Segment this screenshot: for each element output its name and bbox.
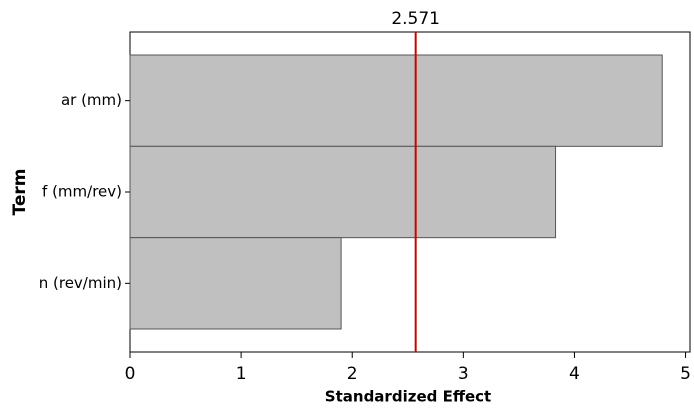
- bar: [129, 237, 342, 330]
- bar: [129, 54, 663, 147]
- x-axis-label: Standardized Effect: [325, 388, 491, 406]
- x-tick-label: 0: [125, 364, 136, 384]
- y-tick-label: f (mm/rev): [42, 183, 122, 201]
- x-tick-label: 5: [680, 364, 691, 384]
- bar: [129, 145, 557, 239]
- y-axis-label: Term: [10, 169, 30, 216]
- x-tick-label: 2: [347, 364, 358, 384]
- x-tick-label: 3: [458, 364, 469, 384]
- y-tick-label: ar (mm): [61, 91, 122, 109]
- y-tick-label: n (rev/min): [39, 274, 122, 292]
- x-tick-label: 1: [236, 364, 247, 384]
- x-tick-label: 4: [569, 364, 580, 384]
- reference-label: 2.571: [391, 9, 440, 29]
